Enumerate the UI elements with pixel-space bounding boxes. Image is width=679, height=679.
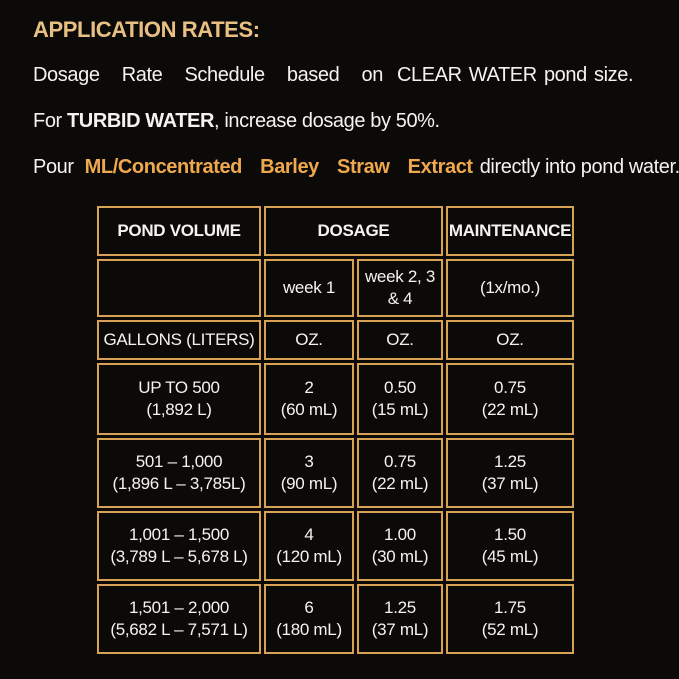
- dose-ml: (22 mL): [481, 400, 539, 419]
- empty-cell: [97, 259, 261, 317]
- subheader-week234: week 2, 3 & 4: [357, 259, 443, 317]
- dose-oz: 1.00: [384, 524, 416, 544]
- subheader-week234-line2: & 4: [387, 289, 413, 308]
- dose-oz: 1.50: [494, 524, 526, 544]
- table-header-row: POND VOLUME DOSAGE MAINTENANCE: [97, 206, 574, 256]
- units-volume: GALLONS (LITERS): [97, 320, 261, 360]
- turbid-water-bold-text: TURBID WATER: [66, 110, 215, 132]
- volume-liters: (5,682 L – 7,571 L): [110, 620, 248, 639]
- cell-maintenance-dose: 1.25 (37 mL): [446, 438, 574, 508]
- cell-week1-dose: 3 (90 mL): [264, 438, 354, 508]
- turbid-water-line: For TURBID WATER, increase dosage by 50%…: [33, 110, 440, 133]
- dose-ml: (180 mL): [276, 620, 342, 639]
- table-units-row: GALLONS (LITERS) OZ. OZ. OZ.: [97, 320, 574, 360]
- table-row: 501 – 1,000 (1,896 L – 3,785L) 3 (90 mL) 0…: [97, 438, 574, 508]
- subheader-week1: week 1: [264, 259, 354, 317]
- table-subheader-row: week 1 week 2, 3 & 4 (1x/mo.): [97, 259, 574, 317]
- cell-week234-dose: 1.25 (37 mL): [357, 584, 443, 654]
- volume-gallons: 1,501 – 2,000: [128, 597, 230, 617]
- dose-oz: 0.75: [384, 451, 416, 471]
- volume-liters: (1,892 L): [146, 400, 212, 419]
- dose-oz: 0.75: [494, 377, 526, 397]
- product-name-text: ML/Concentrated Barley Straw Extract: [84, 156, 473, 178]
- pour-instruction-line: Pour ML/Concentrated Barley Straw Extract…: [33, 156, 679, 179]
- volume-gallons: 501 – 1,000: [135, 451, 223, 471]
- cell-maintenance-dose: 0.75 (22 mL): [446, 363, 574, 435]
- table-row: 1,501 – 2,000 (5,682 L – 7,571 L) 6 (180 m…: [97, 584, 574, 654]
- units-week234: OZ.: [357, 320, 443, 360]
- volume-liters: (3,789 L – 5,678 L): [110, 547, 248, 566]
- dose-ml: (90 mL): [280, 474, 338, 493]
- cell-week1-dose: 2 (60 mL): [264, 363, 354, 435]
- units-week1: OZ.: [264, 320, 354, 360]
- cell-maintenance-dose: 1.50 (45 mL): [446, 511, 574, 581]
- dose-oz: 0.50: [384, 377, 416, 397]
- cell-week234-dose: 0.50 (15 mL): [357, 363, 443, 435]
- cell-volume: 1,001 – 1,500 (3,789 L – 5,678 L): [97, 511, 261, 581]
- clear-water-text: CLEAR WATER pond size.: [396, 64, 634, 86]
- dose-ml: (52 mL): [481, 620, 539, 639]
- cell-volume: 501 – 1,000 (1,896 L – 3,785L): [97, 438, 261, 508]
- application-rates-heading: APPLICATION RATES:: [33, 17, 260, 42]
- dose-ml: (15 mL): [371, 400, 429, 419]
- dosage-rate-table: POND VOLUME DOSAGE MAINTENANCE week 1 we…: [94, 203, 577, 657]
- dose-oz: 3: [304, 451, 314, 471]
- dose-oz: 6: [304, 597, 314, 617]
- cell-week234-dose: 0.75 (22 mL): [357, 438, 443, 508]
- cell-week1-dose: 4 (120 mL): [264, 511, 354, 581]
- dose-oz: 1.25: [494, 451, 526, 471]
- cell-volume: UP TO 500 (1,892 L): [97, 363, 261, 435]
- cell-volume: 1,501 – 2,000 (5,682 L – 7,571 L): [97, 584, 261, 654]
- pour-post-text: directly into pond water.: [479, 156, 679, 178]
- dose-ml: (45 mL): [481, 547, 539, 566]
- dose-ml: (22 mL): [371, 474, 429, 493]
- cell-week1-dose: 6 (180 mL): [264, 584, 354, 654]
- dose-ml: (30 mL): [371, 547, 429, 566]
- dosage-schedule-line: Dosage Rate Schedule based on CLEAR WATER…: [33, 64, 634, 87]
- cell-week234-dose: 1.00 (30 mL): [357, 511, 443, 581]
- dose-oz: 1.25: [384, 597, 416, 617]
- table-row: UP TO 500 (1,892 L) 2 (60 mL) 0.50 (15 mL) …: [97, 363, 574, 435]
- dose-ml: (60 mL): [280, 400, 338, 419]
- table-row: 1,001 – 1,500 (3,789 L – 5,678 L) 4 (120 m…: [97, 511, 574, 581]
- subheader-maintenance-freq: (1x/mo.): [446, 259, 574, 317]
- dose-ml: (120 mL): [276, 547, 342, 566]
- header-pond-volume: POND VOLUME: [97, 206, 261, 256]
- volume-liters: (1,896 L – 3,785L): [112, 474, 246, 493]
- volume-gallons: UP TO 500: [138, 377, 220, 397]
- header-maintenance: MAINTENANCE: [446, 206, 574, 256]
- dose-ml: (37 mL): [481, 474, 539, 493]
- dose-oz: 2: [304, 377, 314, 397]
- subheader-week234-line1: week 2, 3: [364, 266, 436, 286]
- turbid-post-text: , increase dosage by 50%.: [214, 110, 440, 132]
- units-maintenance: OZ.: [446, 320, 574, 360]
- pour-pre-text: Pour: [33, 156, 74, 178]
- header-dosage: DOSAGE: [264, 206, 443, 256]
- dose-oz: 1.75: [494, 597, 526, 617]
- dose-oz: 4: [304, 524, 314, 544]
- cell-maintenance-dose: 1.75 (52 mL): [446, 584, 574, 654]
- turbid-pre-text: For: [33, 110, 67, 132]
- dosage-schedule-text-spaced: Dosage Rate Schedule based on: [33, 64, 383, 86]
- dose-ml: (37 mL): [371, 620, 429, 639]
- volume-gallons: 1,001 – 1,500: [128, 524, 230, 544]
